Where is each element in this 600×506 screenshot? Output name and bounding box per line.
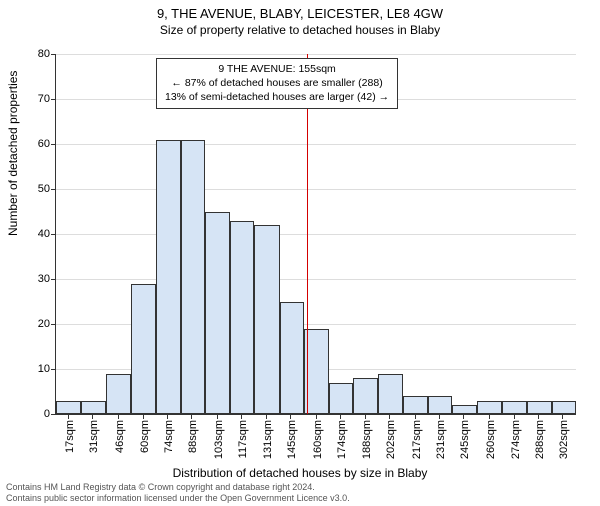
x-tick-mark <box>340 414 341 419</box>
histogram-bar <box>527 401 552 415</box>
histogram-bar <box>131 284 156 415</box>
histogram-bar <box>502 401 526 415</box>
x-tick-mark <box>290 414 291 419</box>
histogram-bar <box>329 383 353 415</box>
histogram-bar <box>254 225 279 414</box>
x-tick-mark <box>92 414 93 419</box>
histogram-bar <box>552 401 576 415</box>
x-tick-label: 103sqm <box>213 420 225 459</box>
grid-line <box>56 54 576 55</box>
x-tick-label: 260sqm <box>485 420 497 459</box>
x-tick-mark <box>241 414 242 419</box>
y-tick-label: 10 <box>22 363 56 375</box>
y-tick-label: 60 <box>22 138 56 150</box>
x-tick-mark <box>489 414 490 419</box>
x-tick-mark <box>538 414 539 419</box>
annotation-box: 9 THE AVENUE: 155sqm← 87% of detached ho… <box>156 58 398 109</box>
y-axis-label: Number of detached properties <box>6 71 20 236</box>
y-tick-label: 30 <box>22 273 56 285</box>
x-tick-label: 46sqm <box>114 420 126 453</box>
histogram-bar <box>230 221 254 415</box>
x-tick-label: 88sqm <box>187 420 199 453</box>
x-tick-mark <box>439 414 440 419</box>
footer-line-2: Contains public sector information licen… <box>6 493 350 504</box>
x-tick-label: 288sqm <box>534 420 546 459</box>
chart-title: 9, THE AVENUE, BLABY, LEICESTER, LE8 4GW <box>0 6 600 21</box>
histogram-bar <box>106 374 130 415</box>
x-tick-label: 188sqm <box>361 420 373 459</box>
x-tick-mark <box>68 414 69 419</box>
x-tick-label: 31sqm <box>88 420 100 453</box>
chart-plot-area: 0102030405060708017sqm31sqm46sqm60sqm74s… <box>55 54 576 415</box>
histogram-bar <box>205 212 230 415</box>
x-tick-mark <box>191 414 192 419</box>
histogram-bar <box>378 374 402 415</box>
x-tick-mark <box>316 414 317 419</box>
x-tick-label: 245sqm <box>459 420 471 459</box>
x-tick-mark <box>118 414 119 419</box>
x-tick-label: 117sqm <box>237 420 249 458</box>
x-tick-mark <box>463 414 464 419</box>
y-tick-label: 0 <box>22 408 56 420</box>
histogram-bar <box>403 396 428 414</box>
annotation-line-1: 9 THE AVENUE: 155sqm <box>165 62 389 76</box>
x-tick-label: 274sqm <box>510 420 522 459</box>
x-tick-mark <box>143 414 144 419</box>
x-tick-label: 160sqm <box>312 420 324 459</box>
x-tick-label: 217sqm <box>411 420 423 459</box>
footer-line-1: Contains HM Land Registry data © Crown c… <box>6 482 350 493</box>
histogram-bar <box>81 401 106 415</box>
x-tick-mark <box>266 414 267 419</box>
histogram-bar <box>353 378 378 414</box>
grid-line <box>56 279 576 280</box>
histogram-bar <box>428 396 452 414</box>
annotation-line-3: 13% of semi-detached houses are larger (… <box>165 90 389 104</box>
grid-line <box>56 144 576 145</box>
x-tick-label: 74sqm <box>163 420 175 453</box>
x-tick-mark <box>415 414 416 419</box>
histogram-bar <box>56 401 81 415</box>
histogram-bar <box>181 140 205 415</box>
chart-subtitle: Size of property relative to detached ho… <box>0 23 600 37</box>
histogram-bar <box>280 302 304 415</box>
x-tick-mark <box>217 414 218 419</box>
grid-line <box>56 189 576 190</box>
histogram-bar <box>452 405 477 414</box>
x-tick-label: 231sqm <box>435 420 447 459</box>
x-tick-label: 145sqm <box>286 420 298 459</box>
y-tick-label: 40 <box>22 228 56 240</box>
y-tick-label: 70 <box>22 93 56 105</box>
x-tick-mark <box>167 414 168 419</box>
x-axis-label: Distribution of detached houses by size … <box>0 466 600 480</box>
x-tick-label: 60sqm <box>139 420 151 453</box>
x-tick-mark <box>389 414 390 419</box>
histogram-bar <box>156 140 181 415</box>
x-tick-mark <box>514 414 515 419</box>
x-tick-label: 174sqm <box>336 420 348 459</box>
x-tick-label: 302sqm <box>558 420 570 459</box>
grid-line <box>56 234 576 235</box>
y-tick-label: 50 <box>22 183 56 195</box>
y-tick-label: 80 <box>22 48 56 60</box>
x-tick-label: 131sqm <box>262 420 274 459</box>
annotation-line-2: ← 87% of detached houses are smaller (28… <box>165 76 389 90</box>
footer-attribution: Contains HM Land Registry data © Crown c… <box>6 482 350 504</box>
y-tick-label: 20 <box>22 318 56 330</box>
histogram-bar <box>477 401 502 415</box>
x-tick-mark <box>562 414 563 419</box>
x-tick-label: 17sqm <box>64 420 76 453</box>
x-tick-label: 202sqm <box>385 420 397 459</box>
x-tick-mark <box>365 414 366 419</box>
